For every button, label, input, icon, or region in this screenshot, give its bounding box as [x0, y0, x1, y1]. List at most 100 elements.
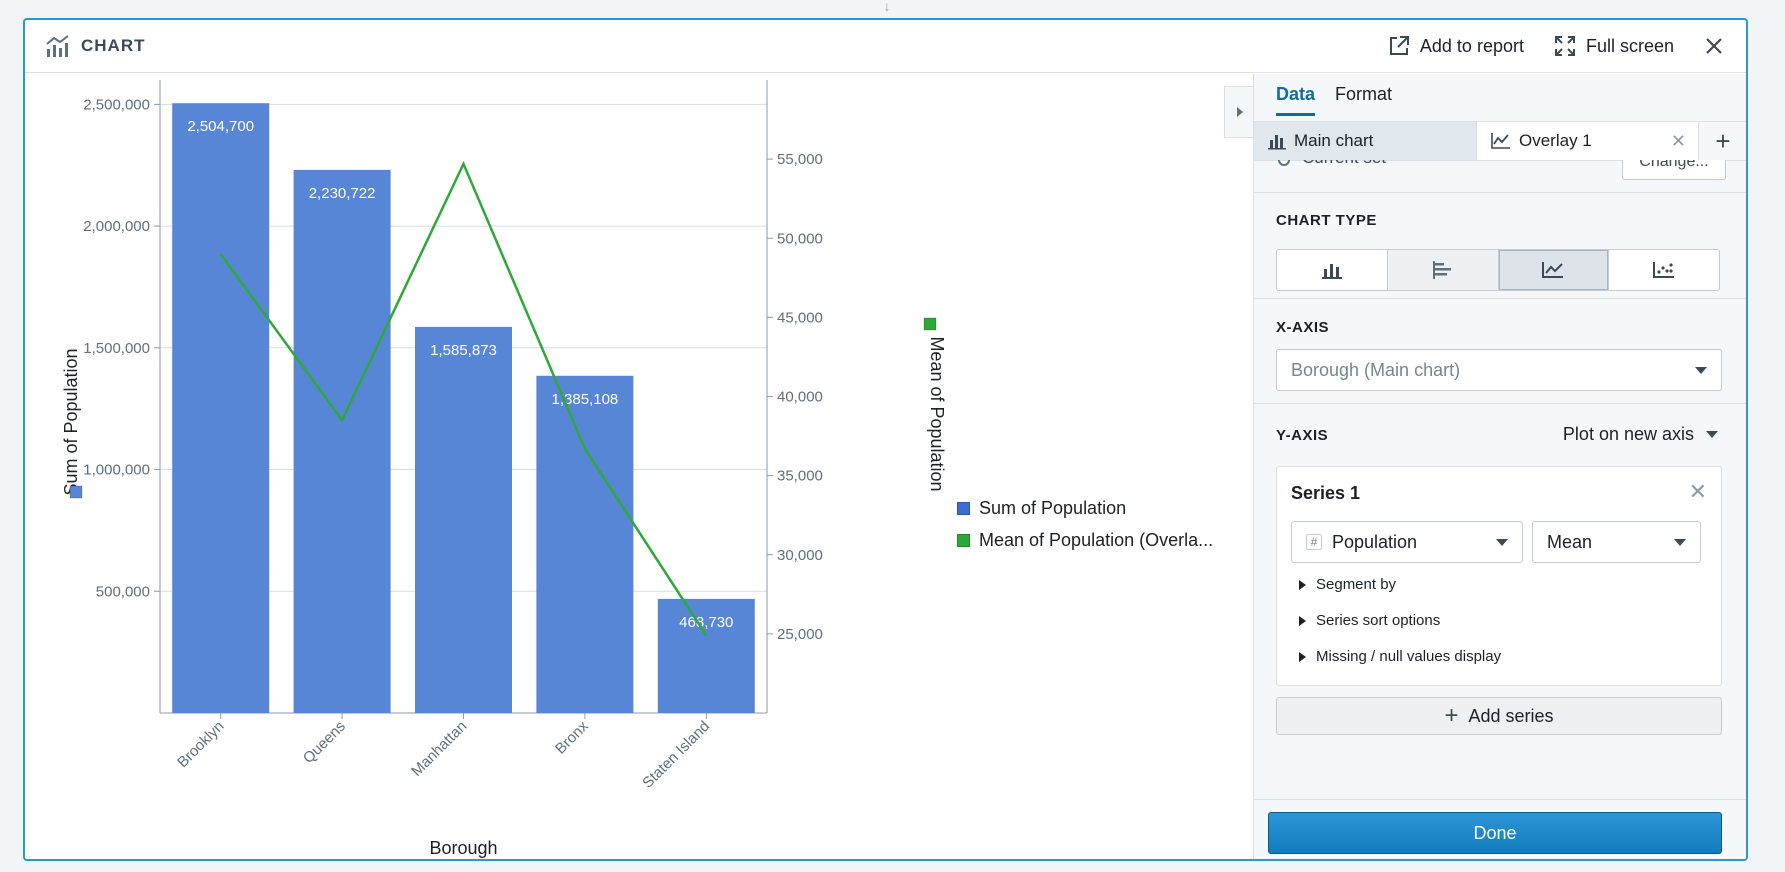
plus-icon: +: [1715, 125, 1731, 156]
bar-data-label: 1,585,873: [430, 342, 497, 359]
add-series-button[interactable]: + Add series: [1276, 697, 1722, 735]
bar: [657, 598, 755, 713]
y-tick-label: 2,000,000: [83, 218, 150, 235]
x-tick-label: Brooklyn: [174, 718, 227, 771]
scatter-icon: [1653, 262, 1675, 278]
y-right-tick-label: 30,000: [777, 547, 823, 564]
missing-values-label: Missing / null values display: [1316, 648, 1502, 665]
chart-editor-window: CHART Add to report Full screen: [23, 18, 1748, 861]
y-right-tick-label: 55,000: [777, 151, 823, 168]
segment-by-toggle[interactable]: Segment by: [1299, 576, 1396, 593]
bar-data-label: 2,504,700: [187, 118, 254, 135]
bar: [536, 375, 634, 713]
y-tick-label: 500,000: [96, 583, 150, 600]
done-button[interactable]: Done: [1268, 812, 1722, 854]
caret-right-icon: [1299, 579, 1306, 590]
series-sort-label: Series sort options: [1316, 612, 1441, 629]
chevron-down-icon: [1496, 538, 1508, 546]
chart-type-label: CHART TYPE: [1276, 212, 1377, 229]
missing-values-toggle[interactable]: Missing / null values display: [1299, 648, 1501, 665]
bar-chart-icon: [1268, 135, 1286, 150]
bar: [415, 326, 512, 713]
segment-by-label: Segment by: [1316, 576, 1397, 593]
fullscreen-icon: [1554, 36, 1575, 56]
y-right-tick-label: 40,000: [777, 389, 823, 406]
layer-tab-overlay-1[interactable]: Overlay 1 ✕: [1477, 122, 1699, 160]
series-sort-toggle[interactable]: Series sort options: [1299, 612, 1440, 629]
y-axis-label: Y-AXIS: [1276, 427, 1329, 444]
drop-arrow-icon: ↓: [883, 0, 891, 14]
legend-item-sum[interactable]: Sum of Population: [957, 492, 1213, 524]
layer-tab-label: Overlay 1: [1519, 131, 1592, 150]
full-screen-label: Full screen: [1585, 35, 1674, 56]
current-set-label: Current set: [1302, 160, 1386, 168]
line-series-mean: [219, 160, 708, 637]
x-tick-label: Manhattan: [408, 718, 470, 780]
legend-item-mean[interactable]: Mean of Population (Overla...: [957, 524, 1213, 556]
chart-type-scatter[interactable]: [1609, 250, 1719, 290]
x-axis-title: Borough: [429, 838, 497, 858]
x-tick-label: Bronx: [552, 717, 592, 757]
x-axis-section: X-AXIS Borough (Main chart): [1254, 298, 1746, 403]
chart-type-selector: [1276, 249, 1720, 291]
y-right-tick-label: 50,000: [777, 230, 823, 247]
line-chart-icon: [1491, 133, 1510, 149]
done-label: Done: [1473, 822, 1517, 843]
x-axis-label: X-AXIS: [1276, 319, 1330, 336]
caret-right-icon: [1299, 651, 1306, 662]
y-right-tick-label: 45,000: [777, 309, 823, 326]
plus-icon: +: [1444, 702, 1459, 729]
remove-layer-icon[interactable]: ✕: [1670, 130, 1686, 151]
series-field-value: Population: [1332, 531, 1418, 552]
chart-type-bar-horizontal[interactable]: [1387, 250, 1499, 290]
y-right-tick-label: 25,000: [777, 626, 823, 643]
chart-legend: Sum of Population Mean of Population (Ov…: [957, 492, 1213, 556]
series-field-select[interactable]: # Population: [1291, 521, 1523, 563]
y-right-axis-title-swatch: [923, 317, 937, 331]
chevron-down-icon: [1674, 538, 1686, 546]
bar-vertical-icon: [1321, 264, 1342, 279]
panel-footer: Done: [1254, 799, 1746, 859]
bar-data-label: 468,730: [679, 614, 733, 631]
close-icon[interactable]: [1704, 36, 1724, 56]
add-layer-button[interactable]: +: [1699, 122, 1746, 160]
chart-type-line[interactable]: [1498, 250, 1610, 290]
chevron-down-icon: [1706, 431, 1718, 438]
series-aggregation-select[interactable]: Mean: [1532, 521, 1701, 563]
bar-data-label: 1,385,108: [552, 391, 619, 408]
numeric-field-icon: #: [1306, 534, 1322, 550]
plot-on-axis-select[interactable]: Plot on new axis: [1563, 424, 1718, 445]
full-screen-button[interactable]: Full screen: [1554, 35, 1674, 57]
change-set-button[interactable]: Change...: [1622, 160, 1726, 180]
config-panel: Data Format Main chart Overlay 1 ✕ +: [1253, 74, 1746, 859]
x-axis-select[interactable]: Borough (Main chart): [1276, 349, 1722, 391]
plot-on-axis-value: Plot on new axis: [1562, 424, 1694, 444]
chevron-down-icon: [1695, 366, 1707, 374]
remove-series-icon[interactable]: ✕: [1688, 479, 1707, 504]
y-tick-label: 2,500,000: [83, 96, 150, 113]
window-title: CHART: [81, 36, 146, 55]
chart-canvas: 500,000 1,000,000 1,500,000 2,000,000 2,500,…: [61, 80, 947, 858]
y-tick-label: 1,000,000: [83, 462, 150, 479]
y-axis-title: Sum of Population: [61, 348, 81, 495]
y-right-axis-title: Mean of Population: [927, 336, 947, 491]
collapse-panel-button[interactable]: [1224, 86, 1254, 138]
legend-label: Mean of Population (Overla...: [979, 529, 1214, 550]
legend-label: Sum of Population: [979, 497, 1127, 518]
chart-area: 500,000 1,000,000 1,500,000 2,000,000 2,500,…: [25, 74, 1253, 859]
layer-tab-main-chart[interactable]: Main chart: [1254, 122, 1477, 160]
tab-format[interactable]: Format: [1335, 84, 1393, 104]
layer-tab-label: Main chart: [1294, 131, 1374, 150]
add-to-report-button[interactable]: Add to report: [1388, 35, 1524, 57]
chart-type-bar-vertical[interactable]: [1277, 250, 1388, 290]
header-actions: Add to report Full screen: [1358, 35, 1724, 57]
bar-data-label: 2,230,722: [309, 185, 376, 202]
legend-swatch: [957, 533, 970, 547]
add-series-label: Add series: [1468, 705, 1554, 726]
layer-tabs: Main chart Overlay 1 ✕ +: [1254, 121, 1746, 161]
set-icon: [1278, 160, 1290, 166]
series-aggregation-value: Mean: [1547, 531, 1593, 552]
tab-data[interactable]: Data: [1276, 84, 1316, 116]
x-tick-label: Queens: [300, 718, 349, 767]
y-axis-title-swatch: [69, 485, 83, 499]
